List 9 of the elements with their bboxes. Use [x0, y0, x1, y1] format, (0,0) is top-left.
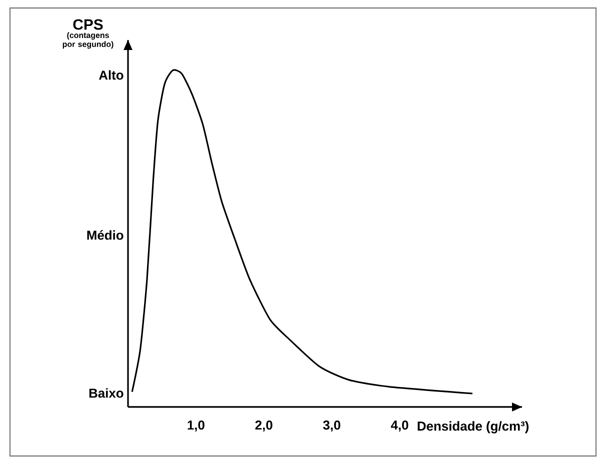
x-tick-label: 4,0: [390, 420, 408, 432]
x-axis-title: Densidade (g/cm³): [418, 421, 529, 434]
text: Baixo: [89, 388, 124, 398]
x-tick-label: 1,0: [188, 420, 204, 432]
y-axis-title: CPS: [73, 19, 103, 30]
x-tick-label: 3,0: [323, 420, 340, 432]
x-tick-label: 2,0: [255, 420, 272, 432]
text: Médio: [87, 230, 124, 240]
text: Alto: [98, 70, 124, 80]
